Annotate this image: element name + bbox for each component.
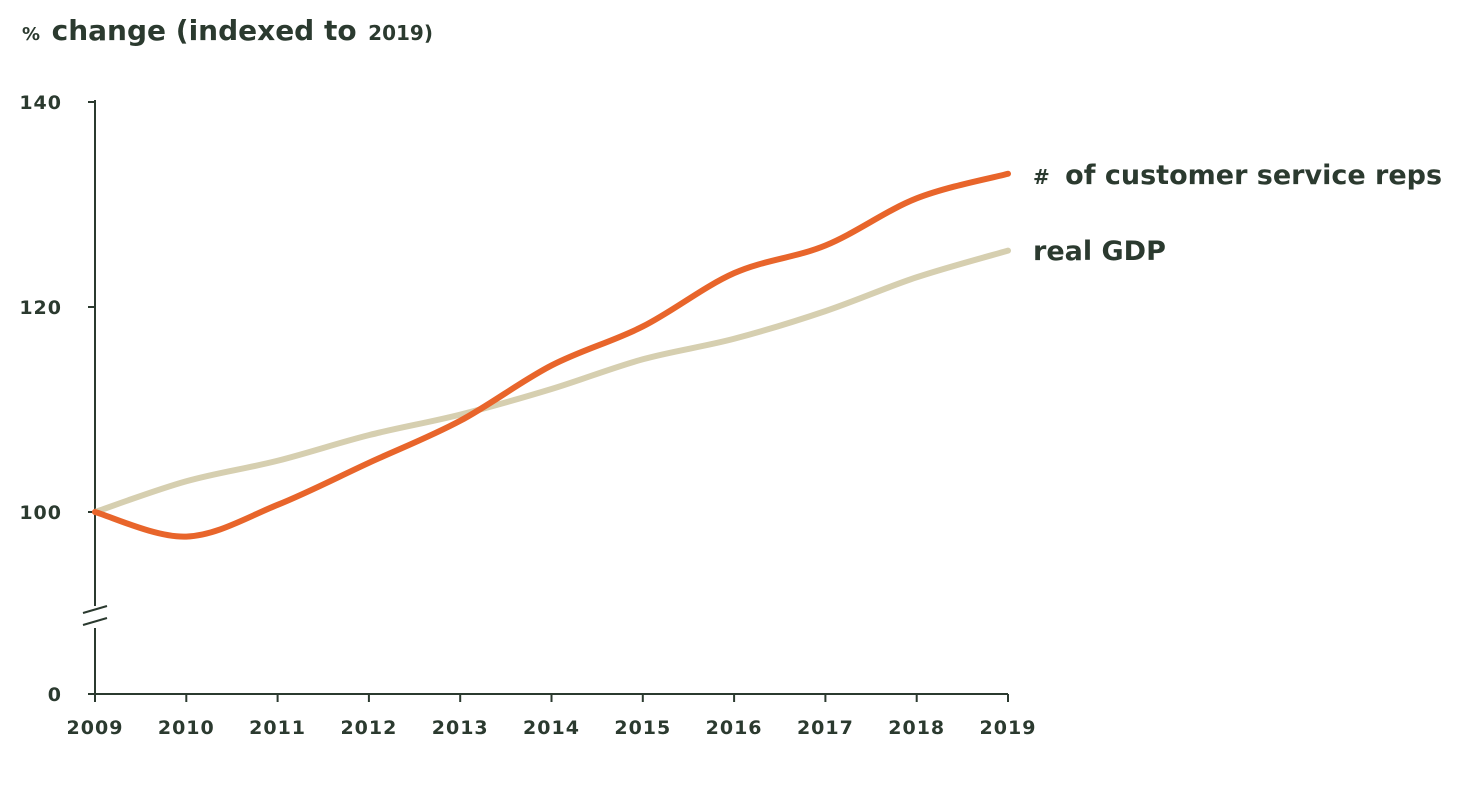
- y-tick-label: 100: [19, 502, 62, 524]
- x-tick-label: 2011: [249, 717, 306, 739]
- series-label-real-gdp: real GDP: [1033, 236, 1166, 267]
- x-tick-label: 2009: [67, 717, 124, 739]
- y-axis-break-mark: [82, 605, 108, 626]
- y-tick-label: 0: [48, 684, 62, 706]
- chart-title: % change (indexed to 2019): [22, 14, 433, 47]
- x-tick-label: 2015: [614, 717, 671, 739]
- x-tick-label: 2018: [888, 717, 945, 739]
- chart-title-main: change (indexed to: [52, 14, 357, 47]
- series-label-hash: #: [1033, 165, 1050, 189]
- x-tick-label: 2019: [980, 717, 1037, 739]
- x-axis-ticks: 2009 2010 2011 2012 2013 2014 2015 2016 2017 2018…: [67, 694, 1037, 739]
- x-tick-label: 2017: [797, 717, 854, 739]
- x-tick-label: 2010: [158, 717, 215, 739]
- series-label-customer-service-reps: # of customer service reps: [1033, 160, 1442, 191]
- y-tick-label: 140: [19, 92, 62, 114]
- series-lines: [92, 170, 1011, 540]
- series-label-main: of customer service reps: [1065, 160, 1442, 191]
- y-tick-label: 120: [19, 297, 62, 319]
- x-tick-label: 2014: [523, 717, 580, 739]
- chart-title-year: 2019): [368, 21, 433, 45]
- x-tick-label: 2016: [706, 717, 763, 739]
- y-axis-ticks: 0 100 120 140: [19, 92, 95, 706]
- series-line-customer-service-reps: [92, 170, 1011, 540]
- chart-title-prefix: %: [22, 24, 40, 45]
- series-labels: # of customer service reps real GDP: [1033, 160, 1442, 267]
- x-tick-label: 2012: [340, 717, 397, 739]
- x-tick-label: 2013: [432, 717, 489, 739]
- series-line-real-gdp: [92, 247, 1011, 515]
